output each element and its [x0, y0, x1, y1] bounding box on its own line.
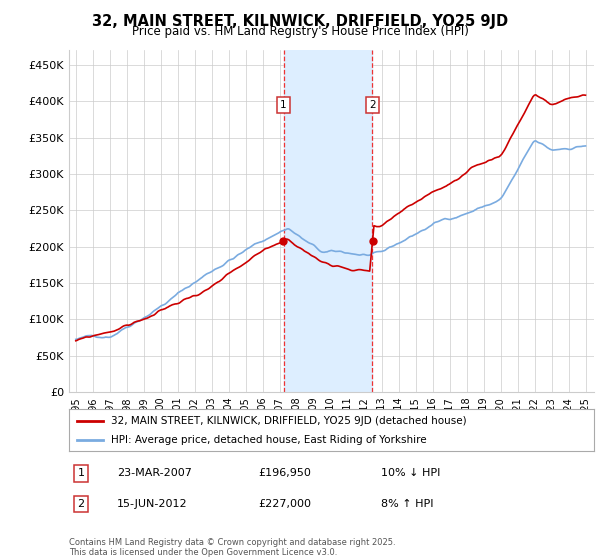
Text: 15-JUN-2012: 15-JUN-2012	[117, 499, 188, 509]
Text: £196,950: £196,950	[258, 468, 311, 478]
Text: 1: 1	[77, 468, 85, 478]
Bar	[284, 50, 373, 392]
Text: £227,000: £227,000	[258, 499, 311, 509]
Text: 32, MAIN STREET, KILNWICK, DRIFFIELD, YO25 9JD: 32, MAIN STREET, KILNWICK, DRIFFIELD, YO…	[92, 14, 508, 29]
Text: Contains HM Land Registry data © Crown copyright and database right 2025.
This d: Contains HM Land Registry data © Crown c…	[69, 538, 395, 557]
Text: 1: 1	[280, 100, 287, 110]
Text: 8% ↑ HPI: 8% ↑ HPI	[381, 499, 433, 509]
Text: 32, MAIN STREET, KILNWICK, DRIFFIELD, YO25 9JD (detached house): 32, MAIN STREET, KILNWICK, DRIFFIELD, YO…	[111, 416, 467, 426]
Text: 10% ↓ HPI: 10% ↓ HPI	[381, 468, 440, 478]
Text: Price paid vs. HM Land Registry's House Price Index (HPI): Price paid vs. HM Land Registry's House …	[131, 25, 469, 38]
Text: 2: 2	[77, 499, 85, 509]
Text: 2: 2	[369, 100, 376, 110]
Text: 23-MAR-2007: 23-MAR-2007	[117, 468, 192, 478]
Text: HPI: Average price, detached house, East Riding of Yorkshire: HPI: Average price, detached house, East…	[111, 435, 427, 445]
